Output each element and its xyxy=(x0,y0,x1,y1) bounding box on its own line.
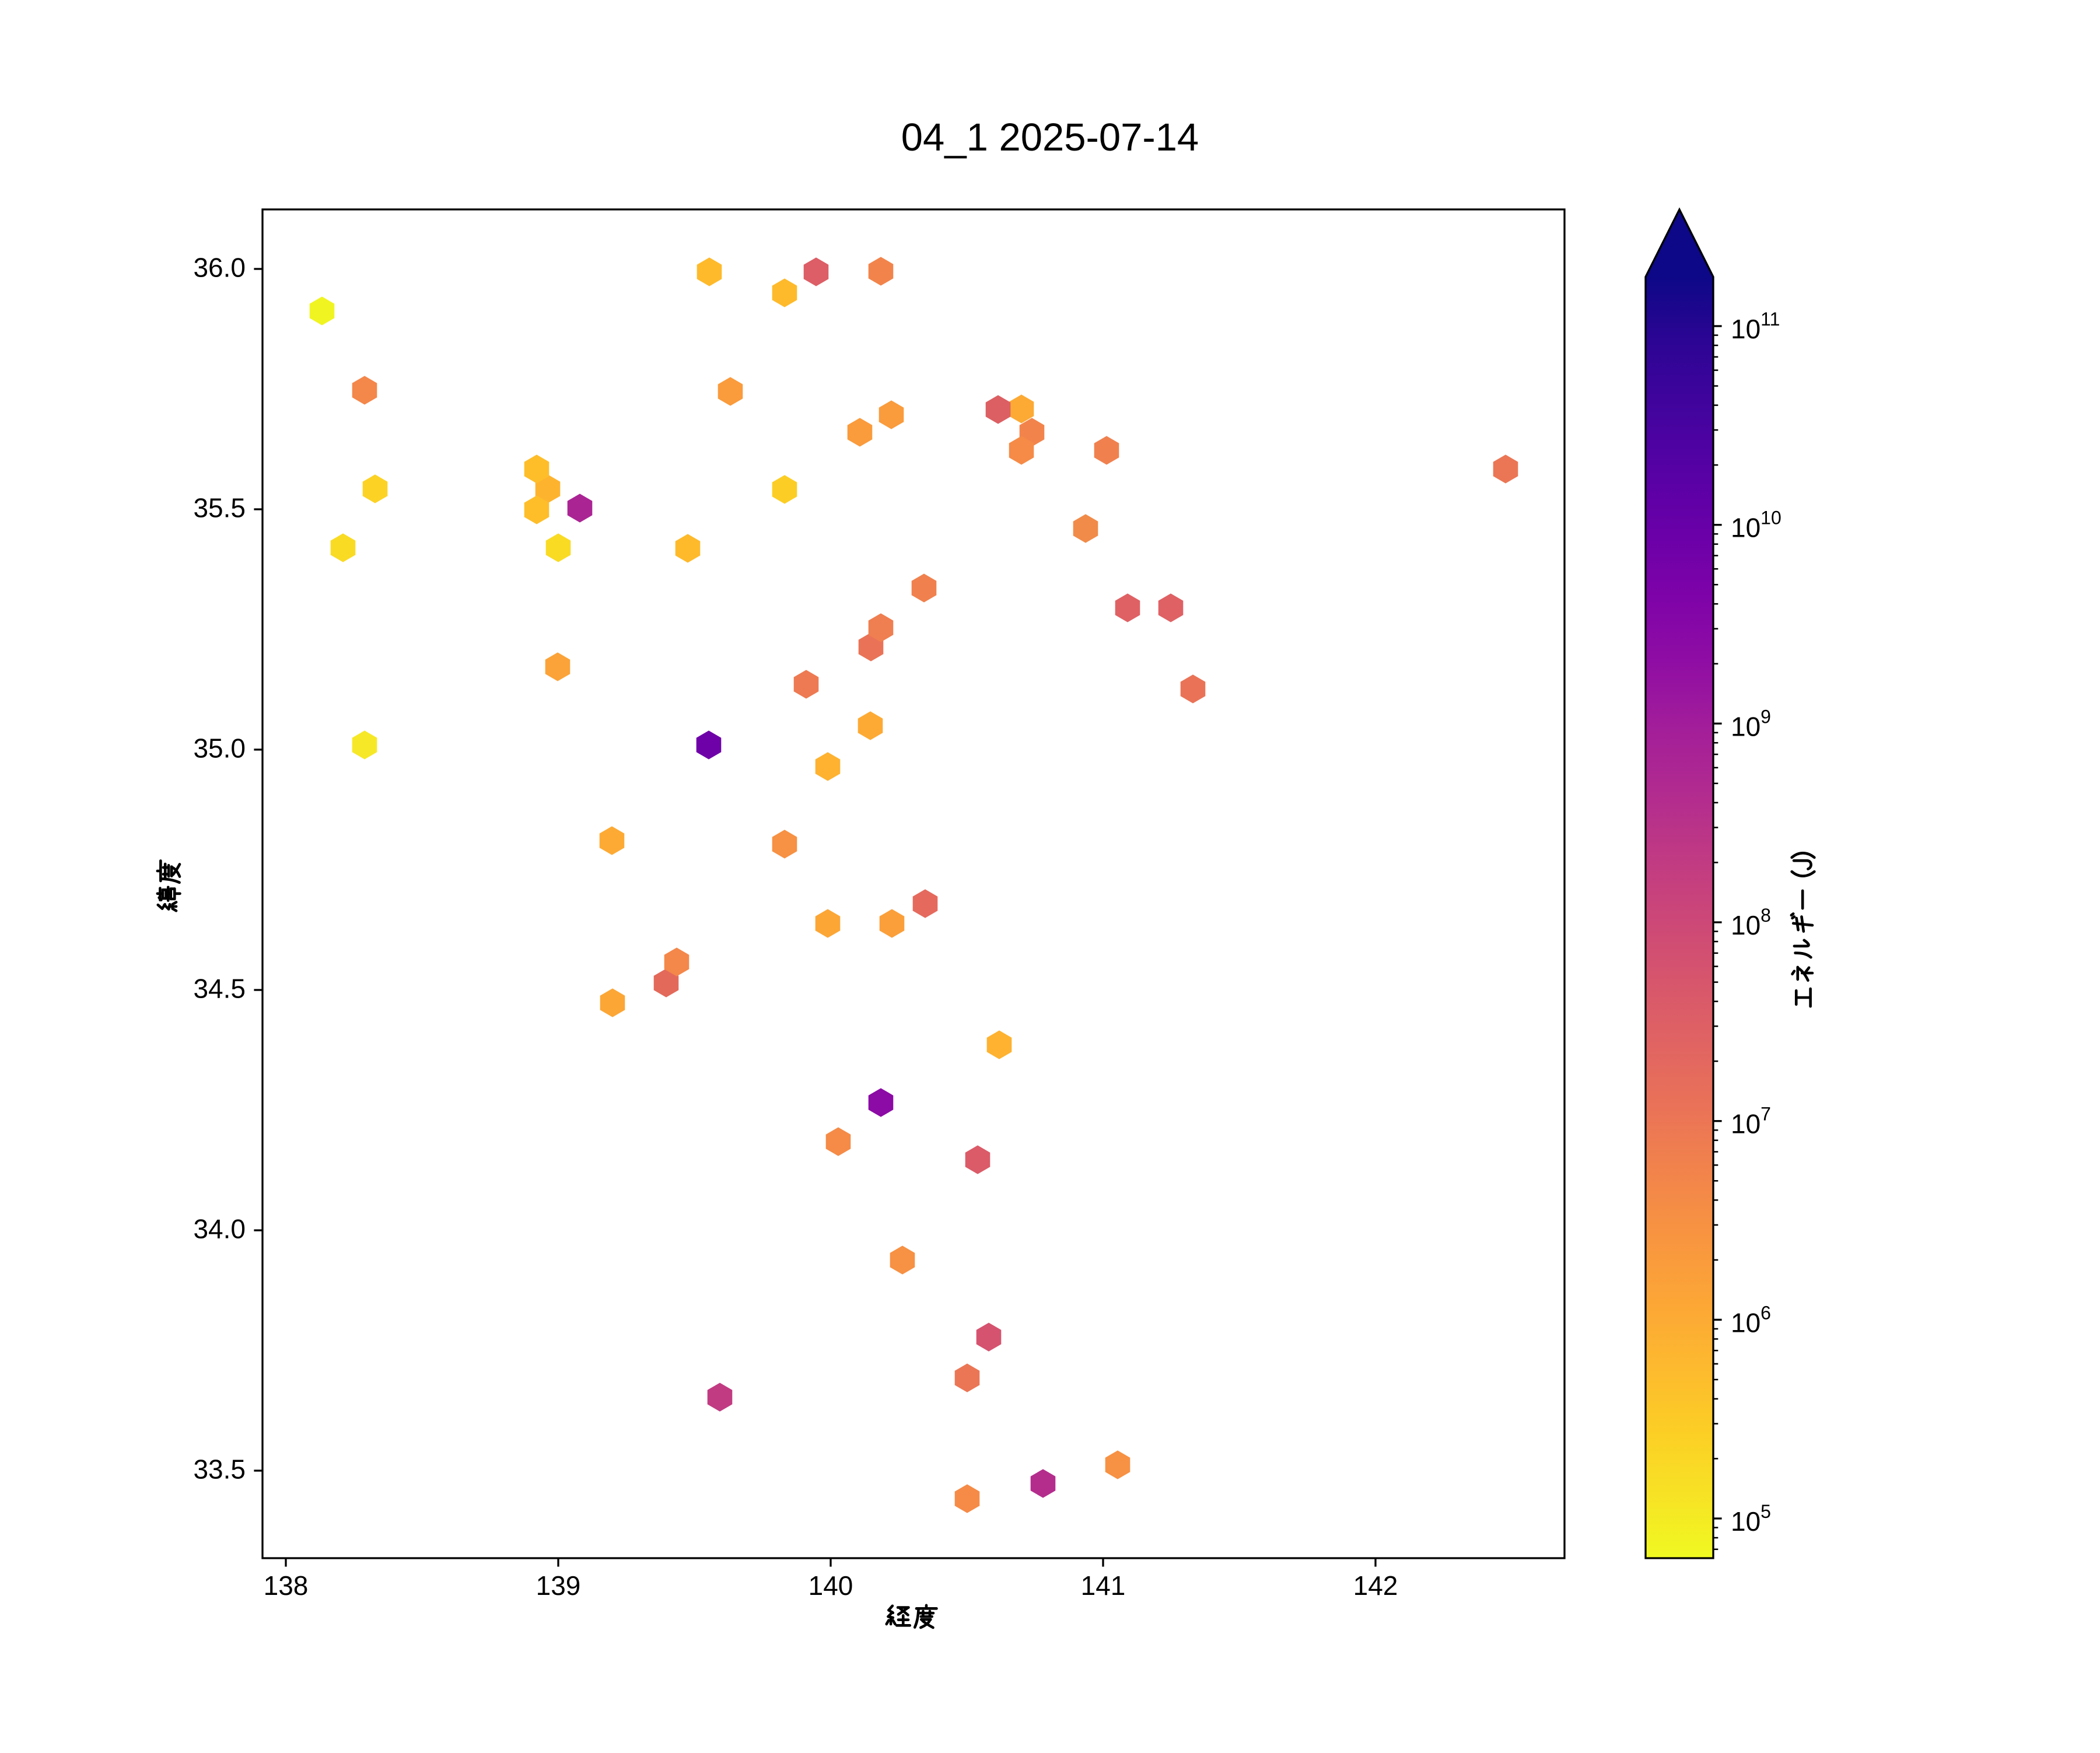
svg-text:141: 141 xyxy=(1081,1570,1126,1601)
svg-text:140: 140 xyxy=(808,1570,853,1601)
svg-text:04_1 2025-07-14: 04_1 2025-07-14 xyxy=(901,116,1199,159)
svg-text:35.0: 35.0 xyxy=(193,733,246,764)
svg-text:34.0: 34.0 xyxy=(193,1214,246,1244)
svg-text:36.0: 36.0 xyxy=(193,253,246,283)
svg-text:142: 142 xyxy=(1353,1570,1398,1601)
svg-text:138: 138 xyxy=(264,1570,309,1601)
svg-text:139: 139 xyxy=(536,1570,581,1601)
svg-text:33.5: 33.5 xyxy=(193,1454,246,1485)
svg-text:34.5: 34.5 xyxy=(193,974,246,1004)
svg-text:35.5: 35.5 xyxy=(193,493,246,523)
